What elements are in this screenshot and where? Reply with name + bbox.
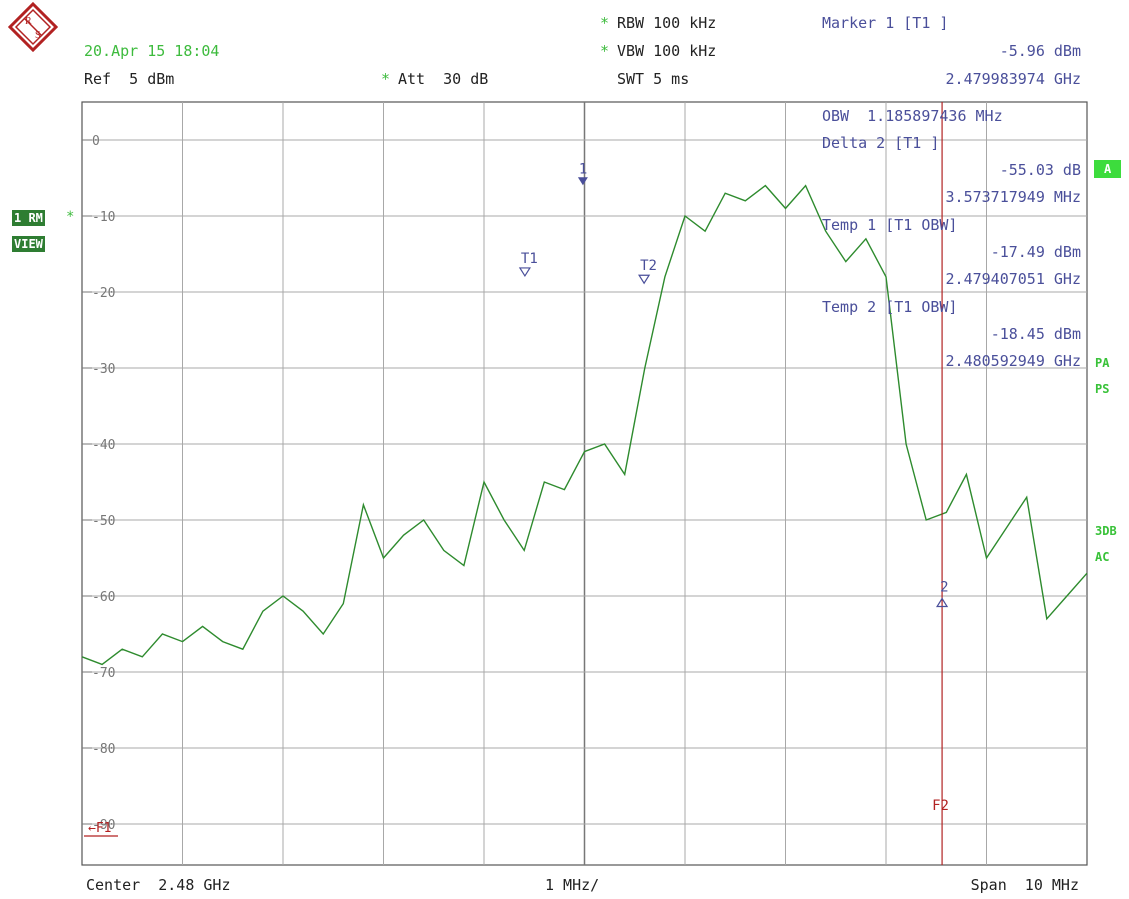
marker2-triangle bbox=[935, 597, 949, 608]
ac-label: AC bbox=[1095, 550, 1110, 564]
obw-readout: OBW 1.185897436 MHz bbox=[822, 107, 1003, 125]
pa-label: PA bbox=[1095, 356, 1110, 370]
spectrum-trace bbox=[81, 184, 1088, 666]
attenuation: Att 30 dB bbox=[398, 70, 489, 88]
f1-label: ←F1 bbox=[88, 821, 111, 836]
marker1-triangle bbox=[577, 177, 588, 186]
trace-mode-badge: 1 RM bbox=[12, 210, 45, 227]
rbw-star: * bbox=[600, 14, 610, 32]
temp1-freq: 2.479407051 GHz bbox=[945, 270, 1081, 288]
a-badge: A bbox=[1094, 160, 1122, 179]
y-tick-label: 0 bbox=[92, 134, 100, 149]
vbw-star: * bbox=[600, 42, 610, 60]
y-tick-label: -10 bbox=[92, 210, 115, 225]
temp2-title: Temp 2 [T1 OBW] bbox=[822, 298, 958, 316]
frequency-per-div: 1 MHz/ bbox=[545, 876, 600, 894]
y-tick-label: -90 bbox=[92, 818, 115, 833]
att-star: * bbox=[381, 70, 391, 88]
svg-text:R: R bbox=[25, 16, 32, 27]
marker1-freq: 2.479983974 GHz bbox=[945, 70, 1081, 88]
marker2-label: 2 bbox=[940, 580, 948, 596]
rohde-schwarz-logo: R S bbox=[8, 2, 58, 52]
y-tick-label: -30 bbox=[92, 362, 115, 377]
marker1-title: Marker 1 [T1 ] bbox=[822, 14, 949, 32]
center-frequency: Center 2.48 GHz bbox=[86, 876, 231, 894]
trace-star: * bbox=[66, 209, 75, 225]
delta2-freq: 3.573717949 MHz bbox=[945, 188, 1081, 206]
ps-label: PS bbox=[1095, 382, 1110, 396]
temp1-level: -17.49 dBm bbox=[990, 243, 1081, 261]
marker1-label: 1 bbox=[579, 161, 587, 177]
y-tick-label: -50 bbox=[92, 514, 115, 529]
rbw: RBW 100 kHz bbox=[617, 14, 717, 32]
sweep-time: SWT 5 ms bbox=[617, 70, 690, 88]
y-tick-label: -40 bbox=[92, 438, 115, 453]
marker1-level: -5.96 dBm bbox=[999, 42, 1081, 60]
y-tick-label: -70 bbox=[92, 666, 115, 681]
temp1-title: Temp 1 [T1 OBW] bbox=[822, 216, 958, 234]
temp-marker-triangle bbox=[638, 274, 651, 285]
temp2-freq: 2.480592949 GHz bbox=[945, 352, 1081, 370]
ref-level: Ref 5 dBm bbox=[84, 70, 175, 88]
y-tick-label: -60 bbox=[92, 590, 115, 605]
y-tick-label: -80 bbox=[92, 742, 115, 757]
y-tick-label: -20 bbox=[92, 286, 115, 301]
datetime: 20.Apr 15 18:04 bbox=[84, 42, 220, 60]
temp-marker-triangle bbox=[518, 267, 531, 278]
svg-text:S: S bbox=[35, 30, 41, 41]
view-badge: VIEW bbox=[12, 236, 45, 253]
temp-marker-label: T2 bbox=[640, 258, 657, 274]
3db-label: 3DB bbox=[1095, 524, 1117, 538]
delta2-title: Delta 2 [T1 ] bbox=[822, 134, 940, 152]
temp2-level: -18.45 dBm bbox=[990, 325, 1081, 343]
vbw: VBW 100 kHz bbox=[617, 42, 717, 60]
temp-marker-label: T1 bbox=[521, 251, 538, 267]
f2-label: F2 bbox=[932, 798, 949, 814]
span: Span 10 MHz bbox=[970, 876, 1079, 894]
delta2-level: -55.03 dB bbox=[999, 161, 1081, 179]
